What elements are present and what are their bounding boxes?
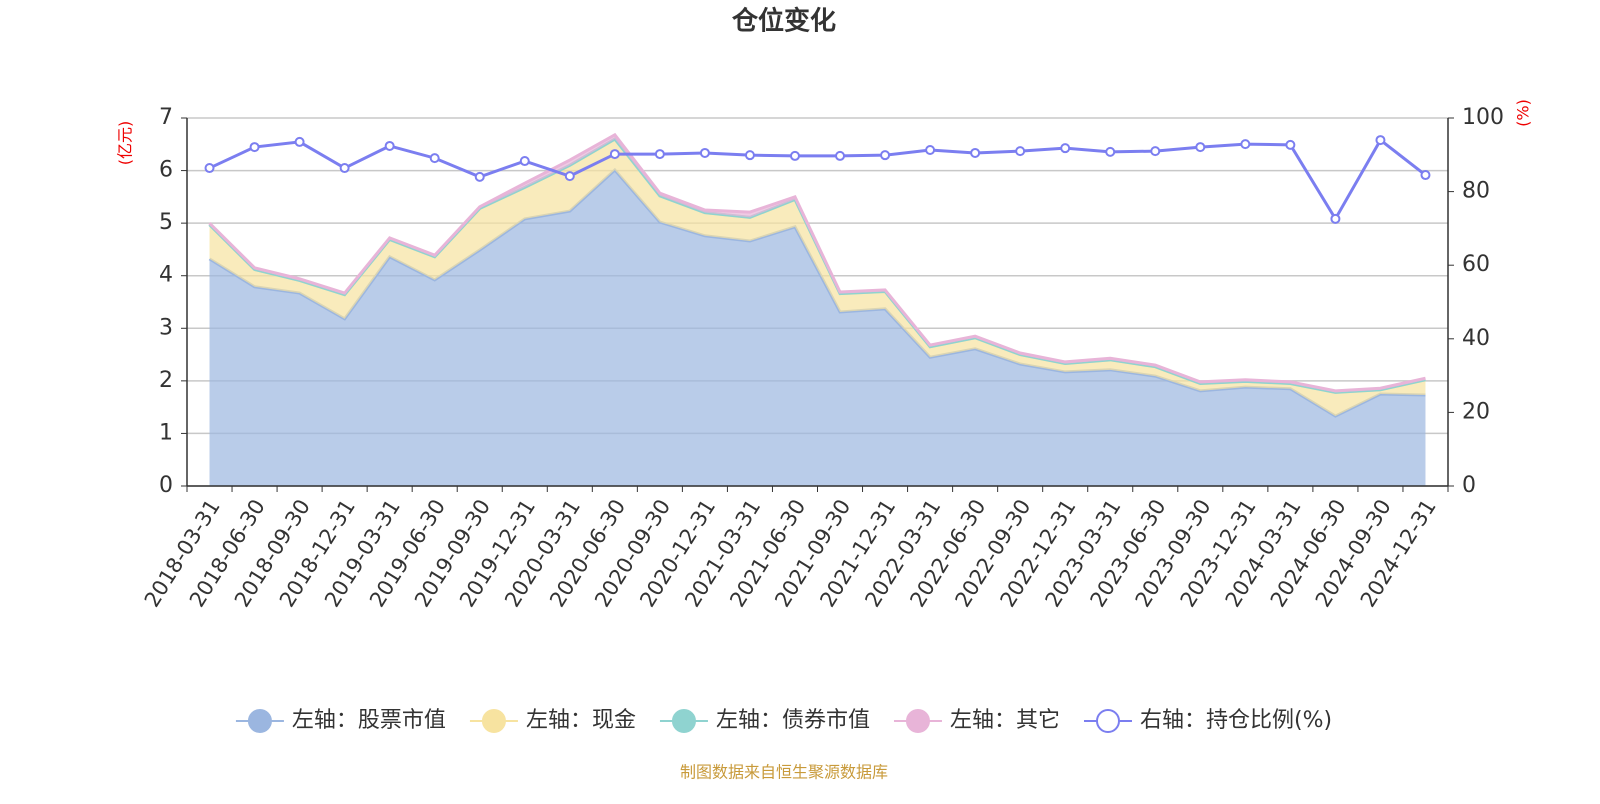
legend-label: 右轴：持仓比例(%): [1140, 708, 1332, 733]
ratio-point: [204, 163, 215, 174]
y-tick-label: 0: [159, 473, 173, 498]
ratio-point: [339, 163, 350, 174]
y2-tick-label: 100: [1462, 105, 1504, 130]
ratio-point: [880, 150, 891, 161]
legend-marker: [1095, 709, 1120, 733]
ratio-point: [1015, 146, 1026, 157]
ratio-point: [744, 150, 755, 161]
source-note: 制图数据来自恒生聚源数据库: [680, 763, 888, 782]
ratio-point: [1150, 146, 1161, 157]
ratio-point: [970, 147, 981, 158]
y2-tick-label: 60: [1462, 252, 1490, 277]
y-tick-label: 7: [159, 105, 173, 130]
ratio-line: [208, 137, 1427, 222]
ratio-point: [1420, 170, 1431, 181]
ratio-point: [429, 153, 440, 164]
area-line: [208, 167, 1426, 418]
legend-item: 左轴：其它: [893, 708, 1060, 733]
area: [209, 170, 1426, 486]
y-tick-label: 3: [159, 315, 173, 340]
ratio-point: [294, 136, 305, 147]
ratio-point: [384, 140, 395, 151]
y2-tick-label: 20: [1462, 399, 1490, 424]
ratio-point: [1060, 143, 1071, 154]
ratio-point: [519, 156, 530, 167]
y2-tick-label: 80: [1462, 179, 1490, 204]
ratio-point: [564, 171, 575, 182]
legend-marker: [905, 709, 930, 733]
ratio-point: [1240, 139, 1251, 150]
legend-label: 左轴：债券市值: [716, 708, 870, 733]
legend-label: 左轴：其它: [950, 708, 1060, 733]
ratio-point: [1105, 146, 1116, 157]
ratio-point: [789, 150, 800, 161]
y2-tick-label: 0: [1462, 473, 1476, 498]
legend-item: 左轴：债券市值: [659, 708, 870, 733]
legend-marker: [481, 709, 506, 733]
legend-item: 左轴：现金: [469, 708, 636, 733]
ratio-point: [699, 147, 710, 158]
y-tick-label: 4: [159, 263, 173, 288]
y-tick-label: 2: [159, 368, 173, 393]
ratio-point: [474, 171, 485, 182]
y2-tick-label: 40: [1462, 326, 1490, 351]
legend: 左轴：股票市值 左轴：现金 左轴：债券市值 左轴：其它 右轴：持仓比例(%): [235, 708, 1332, 733]
legend-marker: [671, 709, 696, 733]
ratio-point: [1375, 135, 1386, 146]
chart-title: 仓位变化: [731, 6, 836, 37]
legend-label: 左轴：股票市值: [292, 708, 446, 733]
area: [209, 139, 1426, 417]
legend-item: 右轴：持仓比例(%): [1083, 708, 1332, 733]
y-tick-label: 6: [159, 158, 173, 183]
y-tick-label: 1: [159, 420, 173, 445]
y-tick-label: 5: [159, 210, 173, 235]
y2-axis-title: (%): [1514, 99, 1533, 127]
ratio-point: [1195, 142, 1206, 153]
legend-label: 左轴：现金: [526, 708, 636, 733]
ratio-point: [249, 142, 260, 153]
areas: [208, 132, 1426, 486]
legend-marker: [247, 709, 272, 733]
ratio-point: [835, 150, 846, 161]
ratio-point: [925, 145, 936, 156]
area-line: [208, 132, 1426, 393]
ratio-point: [1285, 139, 1296, 150]
y-axis-title: (亿元): [116, 121, 135, 166]
ratio-point: [1330, 213, 1341, 224]
ratio-point: [654, 149, 665, 160]
legend-item: 左轴：股票市值: [235, 708, 446, 733]
ratio-point: [609, 149, 620, 160]
